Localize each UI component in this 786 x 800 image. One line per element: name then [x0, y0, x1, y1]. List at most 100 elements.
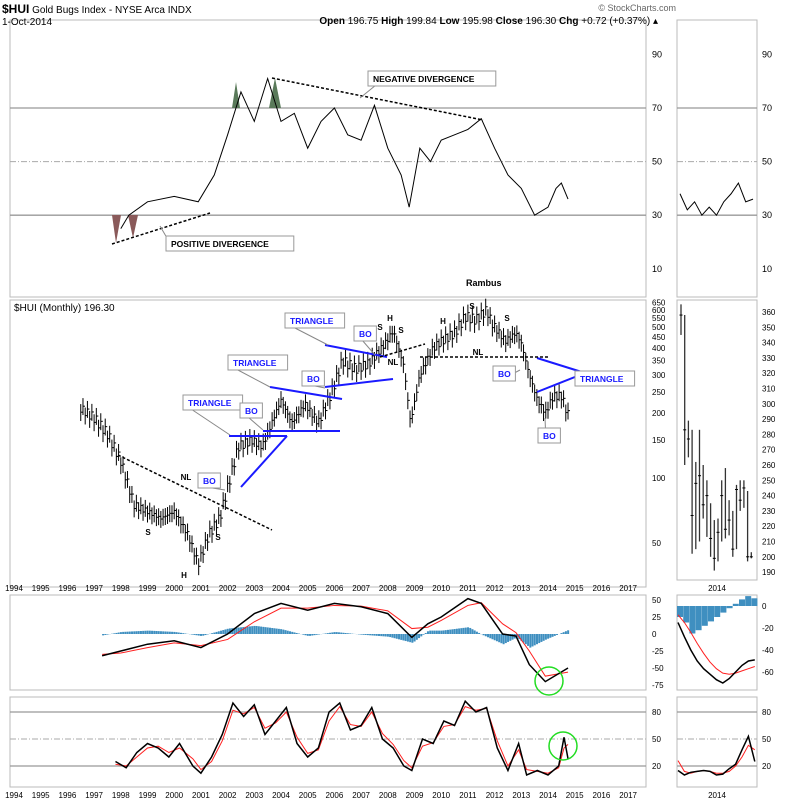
y-tick-label: -20 [762, 624, 774, 633]
macd-histogram-bar [135, 631, 138, 634]
open-value: 196.75 [347, 16, 379, 27]
callout-box [165, 235, 295, 252]
macd-histogram-bar [195, 634, 198, 636]
callout-box [492, 365, 516, 382]
oscillator-signal-line [115, 705, 569, 774]
x-tick-label: 2005 [299, 791, 317, 800]
pattern-letter: H [440, 317, 446, 326]
y-tick-label: 500 [652, 323, 666, 332]
macd-histogram-bar [164, 631, 167, 634]
macd-histogram-bar [220, 630, 223, 634]
macd-histogram-bar [117, 632, 120, 634]
y-tick-label: 600 [652, 306, 666, 315]
x-tick-label: 2003 [245, 584, 263, 593]
y-tick-label: 210 [762, 538, 776, 547]
macd-histogram-bar [478, 632, 481, 634]
x-tick-label: 2005 [299, 584, 317, 593]
y-tick-label: 300 [652, 371, 666, 380]
macd-histogram-bar [159, 631, 162, 634]
macd-histogram-bar [375, 634, 378, 636]
macd-histogram-bar [344, 633, 347, 634]
callout-pointer [361, 339, 376, 356]
macd-histogram-bar [262, 626, 265, 634]
pattern-letter: S [145, 528, 151, 537]
y-tick-label: 260 [762, 461, 776, 470]
macd-histogram-bar [331, 632, 334, 634]
macd-histogram-bar [171, 631, 174, 634]
macd-histogram-bar [126, 631, 129, 634]
macd-histogram-bar [498, 634, 501, 643]
macd-histogram-bar [493, 634, 496, 641]
macd-histogram-bar [400, 634, 403, 640]
macd-histogram-bar [277, 628, 280, 634]
macd-histogram-bar [326, 633, 329, 634]
macd-histogram-bar [487, 634, 490, 638]
x-tick-label: 2006 [326, 584, 344, 593]
macd-histogram-bar [213, 632, 216, 634]
callout-box [301, 370, 325, 387]
macd-histogram-bar [393, 634, 396, 639]
index-name: Gold Bugs Index - NYSE Arca INDX [32, 5, 192, 16]
x-tick-label: 1998 [112, 584, 130, 593]
pattern-letter: H [181, 571, 187, 580]
inset-macd-histogram-bar [677, 606, 683, 617]
macd-histogram-bar [518, 634, 521, 640]
positive-divergence-label: POSITIVE DIVERGENCE [171, 239, 269, 249]
macd-histogram-bar [511, 634, 514, 640]
inset-top-panel [676, 19, 758, 298]
macd-histogram-bar [402, 634, 405, 641]
x-tick-label: 1998 [112, 791, 130, 800]
x-tick-label: 2002 [219, 584, 237, 593]
macd-histogram-bar [173, 631, 176, 634]
macd-histogram-bar [464, 627, 467, 634]
x-tick-label: 2000 [165, 791, 183, 800]
pattern-letter: S [504, 314, 510, 323]
macd-histogram-bar [224, 629, 227, 634]
ohlc-readout: Open 196.75 High 199.84 Low 195.98 Close… [319, 16, 658, 27]
bo-label: BO [307, 374, 320, 384]
macd-histogram-bar [155, 631, 158, 634]
bo-label: BO [245, 406, 258, 416]
macd-histogram-bar [364, 634, 367, 635]
macd-histogram-bar [560, 633, 563, 634]
callout-box [284, 312, 346, 329]
macd-histogram-bar [217, 631, 220, 634]
high-label: High [381, 16, 404, 27]
x-tick-label: 2004 [272, 584, 290, 593]
x-tick-label: 2015 [566, 791, 584, 800]
x-tick-label: 1994 [5, 584, 23, 593]
macd-histogram-bar [106, 634, 109, 635]
x-tick-label: 2009 [406, 584, 424, 593]
callout-box [182, 394, 244, 411]
macd-histogram-bar [469, 627, 472, 634]
chg-value: +0.72 (+0.37%) [581, 16, 651, 27]
macd-histogram-bar [531, 634, 534, 647]
x-tick-label: 2010 [432, 584, 450, 593]
y-tick-label: 650 [652, 298, 666, 307]
macd-histogram-bar [424, 632, 427, 634]
macd-histogram-bar [148, 630, 151, 634]
highlight-circle [534, 666, 564, 696]
macd-histogram-bar [507, 634, 510, 642]
inset-macd-histogram-bar [689, 606, 696, 634]
macd-histogram-bar [380, 634, 383, 637]
y-tick-label: 80 [762, 708, 771, 717]
macd-histogram-bar [286, 630, 289, 634]
macd-histogram-bar [333, 632, 336, 634]
macd-histogram-bar [113, 633, 116, 634]
x-tick-label: 2012 [486, 584, 504, 593]
y-tick-label: 25 [652, 613, 661, 622]
macd-histogram-bar [540, 634, 543, 642]
bo-label: BO [203, 476, 216, 486]
x-tick-label: 2004 [272, 791, 290, 800]
y-tick-label: 190 [762, 568, 776, 577]
macd-histogram-bar [391, 634, 394, 638]
macd-histogram-bar [268, 627, 271, 634]
inset-macd-line [677, 622, 755, 684]
macd-histogram-bar [462, 627, 465, 634]
callout-box [367, 70, 497, 87]
callout-pointer [205, 486, 226, 491]
macd-histogram-bar [369, 634, 372, 636]
y-tick-label: 20 [762, 762, 771, 771]
macd-histogram-bar [142, 630, 145, 634]
